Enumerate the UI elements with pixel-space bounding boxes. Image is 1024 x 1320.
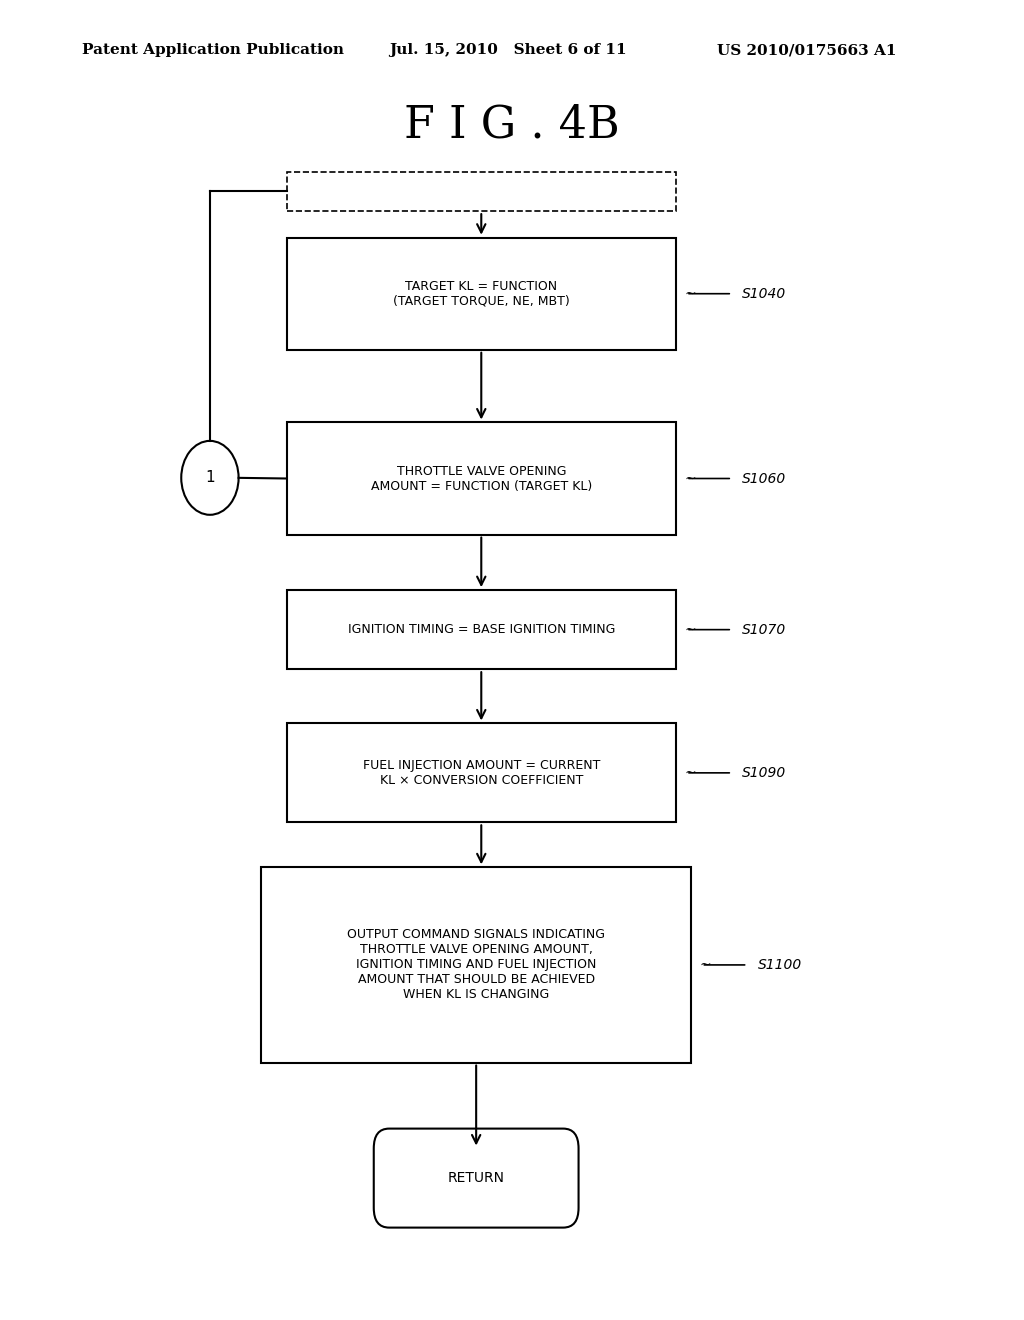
FancyBboxPatch shape xyxy=(287,590,676,669)
Text: ~: ~ xyxy=(684,623,695,636)
FancyBboxPatch shape xyxy=(287,238,676,350)
FancyBboxPatch shape xyxy=(374,1129,579,1228)
Text: ~: ~ xyxy=(699,958,711,972)
Text: Jul. 15, 2010   Sheet 6 of 11: Jul. 15, 2010 Sheet 6 of 11 xyxy=(389,44,627,57)
Text: TARGET KL = FUNCTION
(TARGET TORQUE, NE, MBT): TARGET KL = FUNCTION (TARGET TORQUE, NE,… xyxy=(393,280,569,308)
Text: S1100: S1100 xyxy=(758,958,802,972)
Text: RETURN: RETURN xyxy=(447,1171,505,1185)
Text: ~: ~ xyxy=(684,766,695,780)
Text: THROTTLE VALVE OPENING
AMOUNT = FUNCTION (TARGET KL): THROTTLE VALVE OPENING AMOUNT = FUNCTION… xyxy=(371,465,592,492)
Text: S1040: S1040 xyxy=(742,286,786,301)
FancyBboxPatch shape xyxy=(287,172,676,211)
Text: S1070: S1070 xyxy=(742,623,786,636)
Text: S1060: S1060 xyxy=(742,471,786,486)
Text: OUTPUT COMMAND SIGNALS INDICATING
THROTTLE VALVE OPENING AMOUNT,
IGNITION TIMING: OUTPUT COMMAND SIGNALS INDICATING THROTT… xyxy=(347,928,605,1002)
FancyBboxPatch shape xyxy=(287,723,676,822)
Text: S1090: S1090 xyxy=(742,766,786,780)
FancyBboxPatch shape xyxy=(261,867,691,1063)
Text: US 2010/0175663 A1: US 2010/0175663 A1 xyxy=(717,44,896,57)
Text: ~: ~ xyxy=(684,471,695,486)
Text: Patent Application Publication: Patent Application Publication xyxy=(82,44,344,57)
Text: ~: ~ xyxy=(684,286,695,301)
FancyBboxPatch shape xyxy=(287,422,676,535)
Text: IGNITION TIMING = BASE IGNITION TIMING: IGNITION TIMING = BASE IGNITION TIMING xyxy=(347,623,615,636)
Text: FUEL INJECTION AMOUNT = CURRENT
KL × CONVERSION COEFFICIENT: FUEL INJECTION AMOUNT = CURRENT KL × CON… xyxy=(362,759,600,787)
Text: 1: 1 xyxy=(205,470,215,486)
Text: F I G . 4B: F I G . 4B xyxy=(404,104,620,147)
